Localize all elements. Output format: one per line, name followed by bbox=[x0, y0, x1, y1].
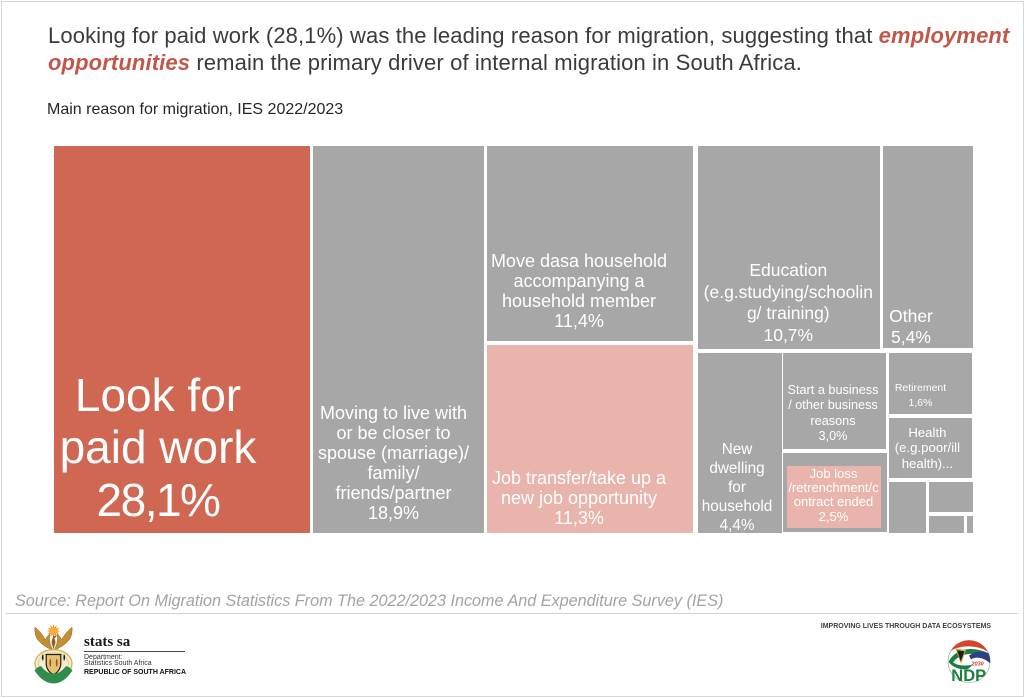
svg-text:2030: 2030 bbox=[970, 662, 983, 668]
svg-text:NDP: NDP bbox=[951, 667, 986, 683]
